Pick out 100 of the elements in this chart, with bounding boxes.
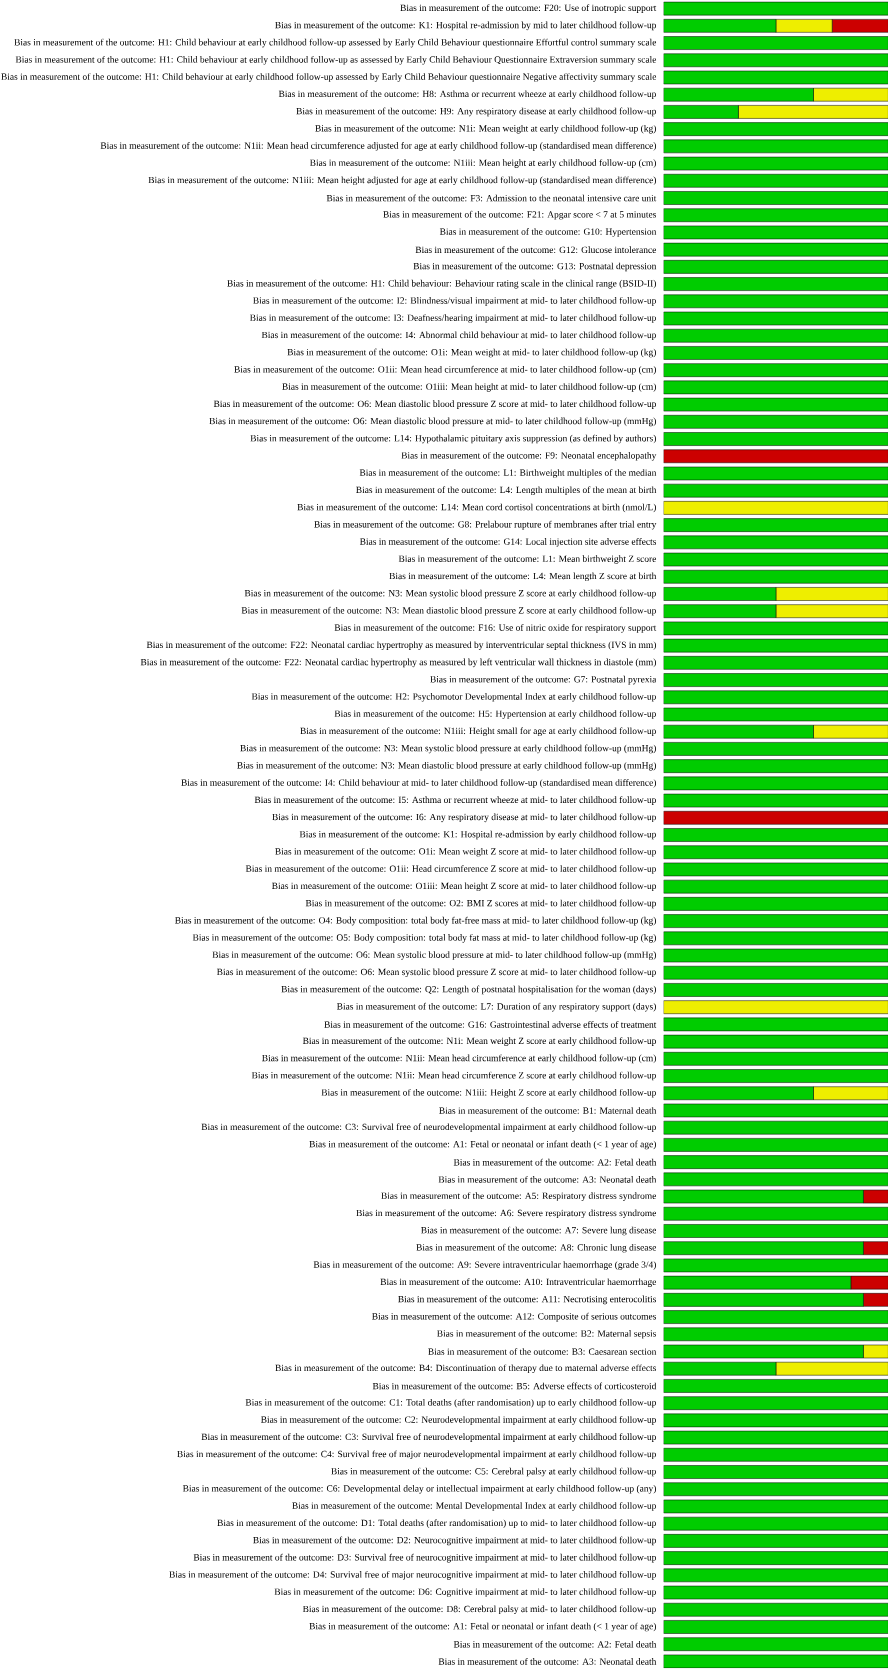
- y-tick-label: Bias in measurement of the outcome: O1i: Mean weight at mid- to later childhood follow-up (kg): [287, 348, 656, 358]
- bar: [663, 1138, 888, 1152]
- bar: [663, 656, 888, 670]
- bar: [663, 483, 888, 498]
- y-tick-label: Bias in measurement of the outcome: C2: Neurodevelopmental impairment at early childhood follow-up: [260, 1416, 656, 1425]
- bar: [663, 328, 888, 343]
- y-tick-label: Bias in measurement of the outcome: H8: Asthma or recurrent wheeze at early childhood follow-up: [278, 90, 656, 100]
- y-tick-label: Bias in measurement of the outcome: Q2: Length of postnatal hospitalisation for the woman (days): [281, 985, 656, 995]
- bar: [663, 1465, 888, 1479]
- y-tick-label: Bias in measurement of the outcome: O2: BMI Z scores at mid- to later childhood follow-up: [305, 899, 656, 909]
- bar: [663, 191, 888, 205]
- y-tick-label: Bias in measurement of the outcome: H1: Child behaviour at early childhood follow-up as assessed by Early Child Behaviour Questionnaire Extraversion summary scale: [15, 55, 656, 65]
- y-tick-label: Bias in measurement of the outcome: A3: Neonatal death: [438, 1658, 657, 1665]
- y-tick-label: Bias in measurement of the outcome: O5: Body composition: total body fat mass at mid- to later childhood follow-up (kg): [192, 933, 656, 943]
- bar: [663, 139, 888, 154]
- y-tick-label: Bias in measurement of the outcome: C3: Survival free of neurodevelopmental impairment at early childhood follow-up: [201, 1123, 656, 1133]
- y-tick-label: Bias in measurement of the outcome: I4: Child behaviour at mid- to later childhood follow-up (standardised mean difference): [181, 779, 656, 788]
- y-tick-label: Bias in measurement of the outcome: H1: Child behaviour at early childhood follow-up assessed by Early Child Behaviour questionnaire Effortful control summary scale: [14, 38, 656, 48]
- y-tick-label: Bias in measurement of the outcome: D6: Cognitive impairment at mid- to later childhood follow-up: [274, 1588, 656, 1597]
- y-tick-label: Bias in measurement of the outcome: B3: Caesarean section: [427, 1348, 657, 1355]
- bar: [663, 1413, 888, 1428]
- bar: [663, 1551, 888, 1565]
- bar: [663, 518, 888, 532]
- y-tick-label: Bias in measurement of the outcome: A3: Neonatal death: [438, 1175, 657, 1183]
- bar: [663, 432, 888, 446]
- bar: [663, 346, 888, 360]
- bar: [663, 105, 739, 119]
- bar: [663, 897, 888, 911]
- bar: [663, 449, 888, 464]
- y-tick-label: Bias in measurement of the outcome: D1: Total deaths (after randomisation) up to mid- to later childhood follow-up: [217, 1519, 656, 1528]
- y-tick-label: Bias in measurement of the outcome: G8: Prelabour rupture of membranes after trial entry: [314, 520, 657, 530]
- y-tick-label: Bias in measurement of the outcome: I4: Abnormal child behaviour at mid- to later childhood follow-up: [261, 331, 656, 341]
- bar: [775, 19, 833, 33]
- bar: [663, 879, 888, 894]
- y-tick-label: Bias in measurement of the outcome: C1: Total deaths (after randomisation) up to early childhood follow-up: [245, 1398, 656, 1408]
- y-tick-label: Bias in measurement of the outcome: H1: Child behaviour: Behaviour rating scale in the clinical range (BSID-II): [227, 279, 656, 289]
- bar: [663, 208, 888, 222]
- y-tick-label: Bias in measurement of the outcome: A6: Severe respiratory distress syndrome: [356, 1209, 656, 1219]
- bar: [663, 1207, 888, 1221]
- bar: [663, 1120, 888, 1135]
- bar: [663, 1534, 888, 1548]
- y-tick-label: Bias in measurement of the outcome: N1iii: Height Z score at early childhood follow-up: [321, 1088, 656, 1098]
- y-tick-label: Bias in measurement of the outcome: O6: Mean systolic blood pressure at mid- to later childhood follow-up (mmHg): [212, 951, 656, 960]
- y-tick-label: Bias in measurement of the outcome: B1: Maternal death: [438, 1107, 657, 1114]
- bar: [663, 828, 888, 842]
- bar: [775, 604, 888, 618]
- bar: [663, 174, 888, 188]
- bar: [663, 260, 888, 274]
- y-tick-label: Bias in measurement of the outcome: C5: Cerebral palsy at early childhood follow-up: [331, 1467, 656, 1477]
- y-tick-label: Bias in measurement of the outcome: A11: Necrotising enterocolitis: [397, 1295, 656, 1305]
- bar: [663, 1448, 888, 1462]
- y-tick-label: Bias in measurement of the outcome: D2: Neurocognitive impairment at mid- to later childhood follow-up: [252, 1536, 656, 1546]
- bar: [663, 1361, 777, 1376]
- bar: [663, 1620, 888, 1634]
- bar: [663, 931, 888, 946]
- y-tick-label: Bias in measurement of the outcome: L14: Mean cord cortisol concentrations at birth (nmol/L): [297, 503, 656, 513]
- bar: [663, 1172, 888, 1187]
- y-tick-label: Bias in measurement of the outcome: O1ii: Mean head circumference at mid- to later childhood follow-up (cm): [234, 365, 656, 375]
- y-tick-label: Bias in measurement of the outcome: L14: Hypothalamic pituitary axis suppression (as defined by authors): [250, 434, 656, 444]
- y-tick-label: Bias in measurement of the outcome: F21: Apgar score < 7 at 5 minutes: [383, 210, 656, 220]
- y-tick-label: Bias in measurement of the outcome: C4: Survival free of major neurodevelopmental impairment at early childhood follow-up: [176, 1450, 656, 1460]
- bar: [663, 19, 777, 33]
- y-tick-label: Bias in measurement of the outcome: N1iii: Mean height adjusted for age at early childhood follow-up (standardised mean difference): [148, 176, 656, 186]
- bar: [663, 1327, 888, 1342]
- y-tick-label: Bias in measurement of the outcome: H9: Any respiratory disease at early childhood follow-up: [296, 107, 656, 117]
- y-tick-label: Bias in measurement of the outcome: I5: Asthma or recurrent wheeze at mid- to later childhood follow-up: [254, 796, 656, 805]
- bar: [813, 1086, 888, 1101]
- y-tick-label: Bias in measurement of the outcome: A10: Intraventricular haemorrhage: [380, 1278, 656, 1287]
- y-tick-label: Bias in measurement of the outcome: B4: Discontinuation of therapy due to maternal adverse effects: [275, 1364, 656, 1374]
- bar: [663, 1069, 888, 1083]
- y-tick-label: Bias in measurement of the outcome: H1: Child behaviour at early childhood follow-up assessed by Early Child Behaviour questionnaire Negative affectivity summary scale: [1, 73, 656, 82]
- y-tick-label: Bias in measurement of the outcome: N3: Mean systolic blood pressure at early childhood follow-up (mmHg): [240, 744, 656, 754]
- y-tick-label: Bias in measurement of the outcome: F22: Neonatal cardiac hypertrophy as measured by left ventricular wall thickness in diastole (mm): [140, 658, 656, 668]
- y-tick-label: Bias in measurement of the outcome: F20: Use of inotropic support: [400, 4, 657, 13]
- y-tick-label: Bias in measurement of the outcome: L4: Length multiples of the mean at birth: [355, 486, 657, 496]
- y-tick-label: Bias in measurement of the outcome: N1ii: Mean head circumference at early childhood follow-up (cm): [261, 1054, 656, 1064]
- y-tick-label: Bias in measurement of the outcome: H5: Hypertension at early childhood follow-up: [334, 710, 656, 719]
- bar: [663, 1224, 888, 1238]
- y-tick-label: Bias in measurement of the outcome: A2: Fetal death: [453, 1158, 657, 1166]
- y-tick-label: Bias in measurement of the outcome: H2: Psychomotor Developmental Index at early childhood follow-up: [251, 692, 656, 702]
- bar: [663, 776, 888, 791]
- bar: [663, 1310, 888, 1324]
- bar: [663, 1602, 888, 1617]
- bar: [663, 1293, 864, 1307]
- y-tick-label: Bias in measurement of the outcome: L1: Mean birthweight Z score: [398, 555, 656, 564]
- y-tick-label: Bias in measurement of the outcome: G7: Postnatal pyrexia: [430, 675, 657, 685]
- y-tick-label: Bias in measurement of the outcome: O6: Mean diastolic blood pressure at mid- to later childhood follow-up (mmHg): [209, 417, 656, 427]
- y-tick-label: Bias in measurement of the outcome: N3: Mean diastolic blood pressure Z score at early childhood follow-up: [241, 606, 656, 616]
- bar: [737, 105, 888, 119]
- bar: [663, 36, 888, 50]
- bar: [663, 1396, 888, 1410]
- y-tick-label: Bias in measurement of the outcome: N1ii: Mean head circumference adjusted for age at early childhood follow-up (standardised mean difference): [100, 142, 656, 151]
- y-tick-label: Bias in measurement of the outcome: A5: Respiratory distress syndrome: [381, 1192, 656, 1201]
- y-tick-label: Bias in measurement of the outcome: N3: Mean diastolic blood pressure at early childhood follow-up (mmHg): [236, 761, 656, 771]
- y-tick-label: Bias in measurement of the outcome: O4: Body composition: total body fat-free mass at mid- to later childhood follow-up (kg): [174, 916, 656, 926]
- y-tick-label: Bias in measurement of the outcome: C3: Survival free of neurodevelopmental impairment at early childhood follow-up: [201, 1433, 656, 1442]
- y-tick-label: Bias in measurement of the outcome: D3: Survival free of neurocognitive impairment at mid- to later childhood follow-up: [193, 1553, 656, 1563]
- bar: [663, 742, 888, 756]
- bar: [663, 1052, 888, 1066]
- y-tick-label: Bias in measurement of the outcome: N1iii: Height small for age at early childhood follow-up: [300, 727, 656, 737]
